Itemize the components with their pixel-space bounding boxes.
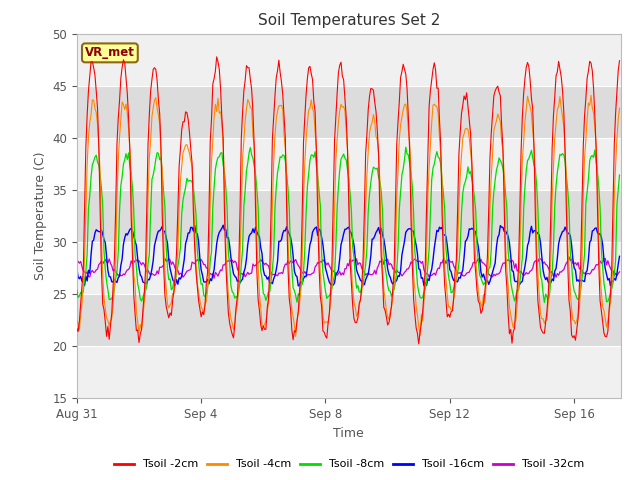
Bar	[77, 34, 621, 86]
Bar	[77, 242, 621, 294]
X-axis label: Time: Time	[333, 427, 364, 440]
Bar	[77, 138, 621, 190]
Title: Soil Temperatures Set 2: Soil Temperatures Set 2	[258, 13, 440, 28]
Bar	[77, 190, 621, 242]
Bar	[77, 294, 621, 346]
Bar	[77, 86, 621, 138]
Y-axis label: Soil Temperature (C): Soil Temperature (C)	[34, 152, 47, 280]
Bar	[77, 346, 621, 398]
Legend: Tsoil -2cm, Tsoil -4cm, Tsoil -8cm, Tsoil -16cm, Tsoil -32cm: Tsoil -2cm, Tsoil -4cm, Tsoil -8cm, Tsoi…	[109, 455, 588, 474]
Text: VR_met: VR_met	[85, 47, 135, 60]
